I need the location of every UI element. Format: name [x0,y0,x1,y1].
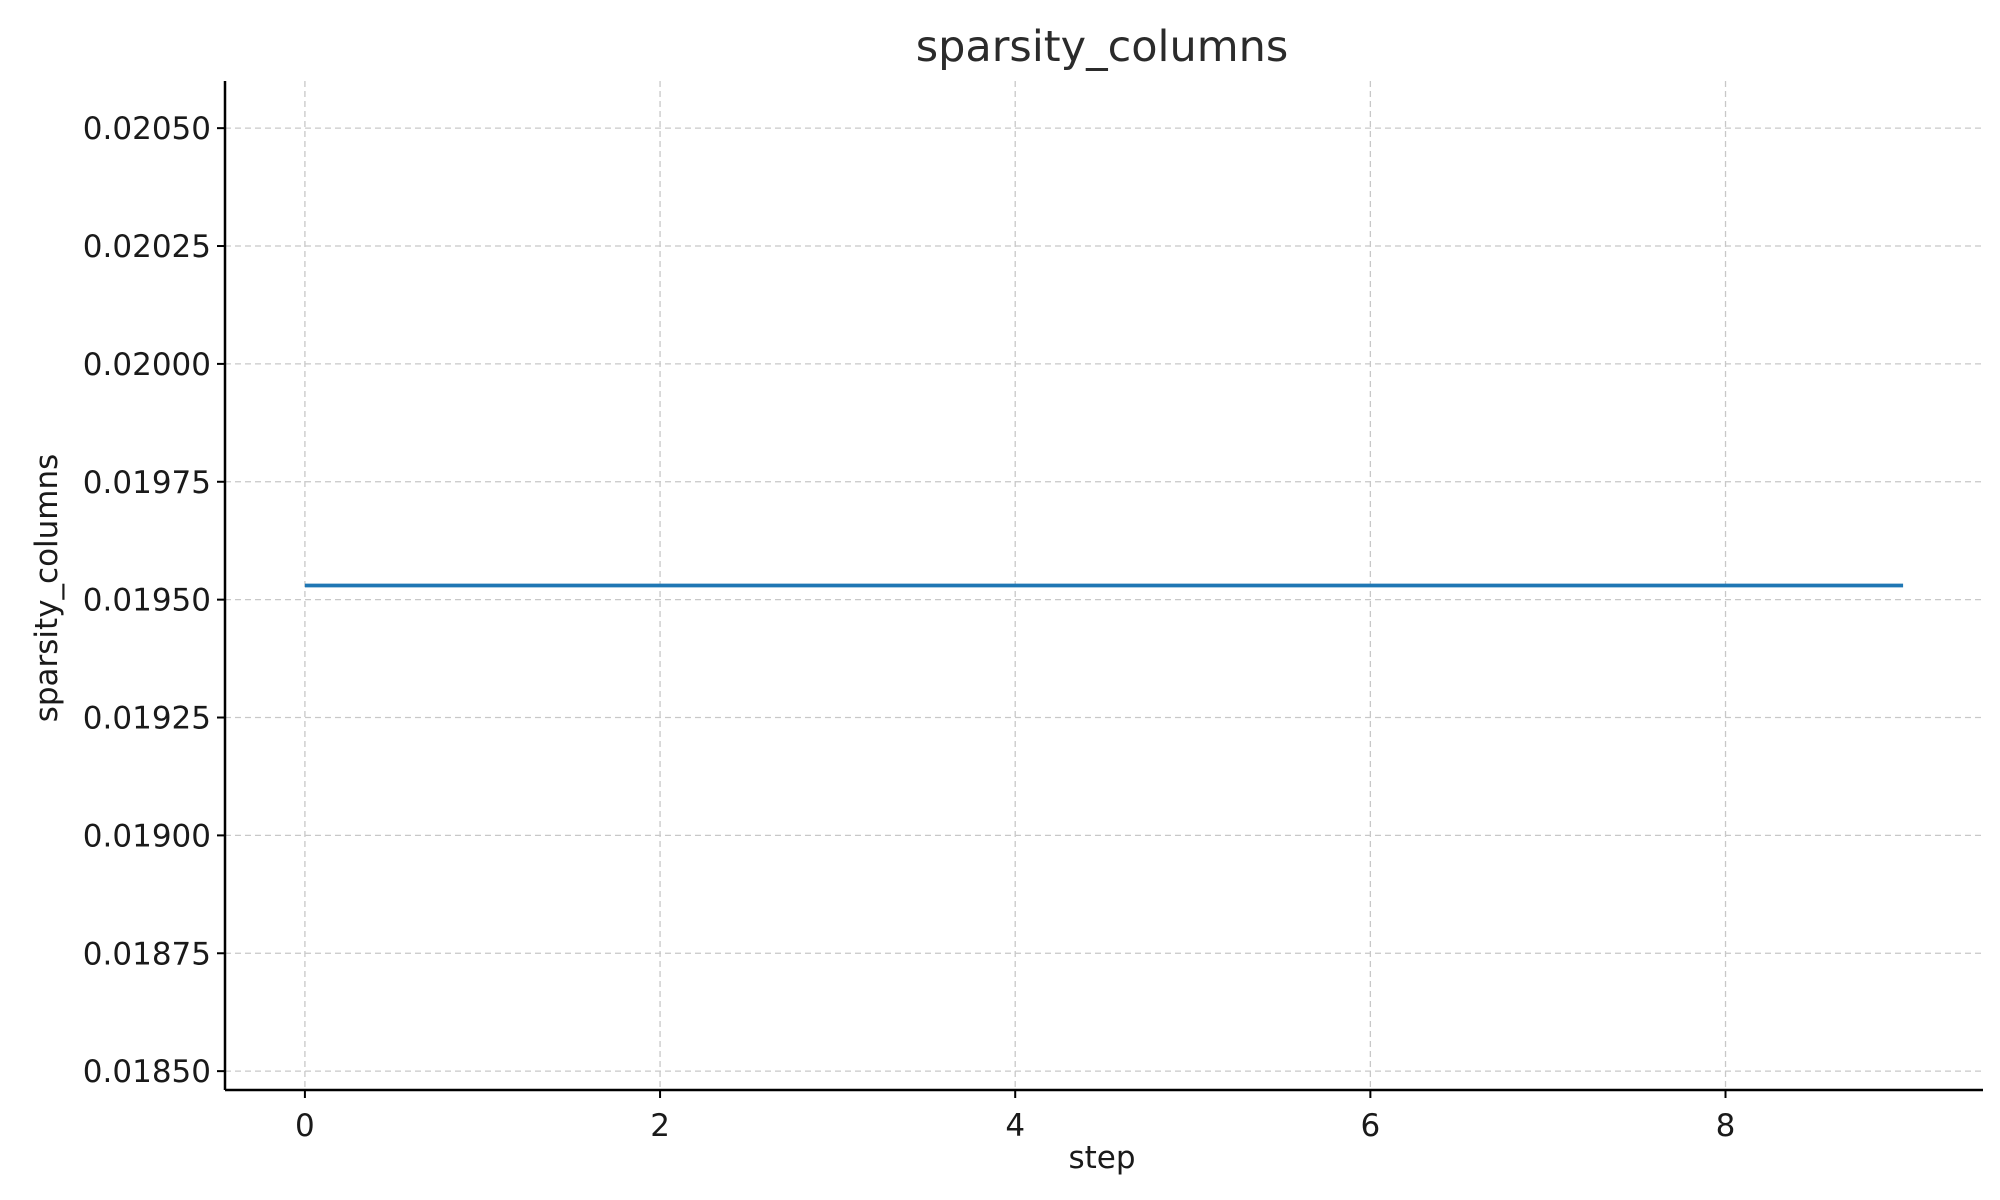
x-tick-label: 4 [1005,1108,1025,1144]
y-tick-label: 0.01850 [83,1054,211,1090]
y-axis-title: sparsity_columns [29,454,65,723]
y-tick-label: 0.01875 [83,936,211,972]
x-axis-title: step [1068,1140,1135,1176]
ticks: 0 2 4 6 8 0.01850 0.01875 0.01900 0.01925 0.01950… [83,111,1736,1144]
x-tick-label: 2 [650,1108,670,1144]
y-tick-label: 0.01975 [83,465,211,501]
y-tick-label: 0.02025 [83,229,211,265]
y-tick-label: 0.01900 [83,818,211,854]
axes [223,81,1983,1092]
y-tick-label: 0.02000 [83,347,211,383]
x-tick-label: 8 [1716,1108,1736,1144]
y-tick-label: 0.01950 [83,583,211,619]
x-tick-label: 6 [1360,1108,1380,1144]
y-tick-label: 0.01925 [83,701,211,737]
x-tick-label: 0 [295,1108,315,1144]
y-tick-label: 0.02050 [83,111,211,147]
chart-title: sparsity_columns [916,22,1289,72]
